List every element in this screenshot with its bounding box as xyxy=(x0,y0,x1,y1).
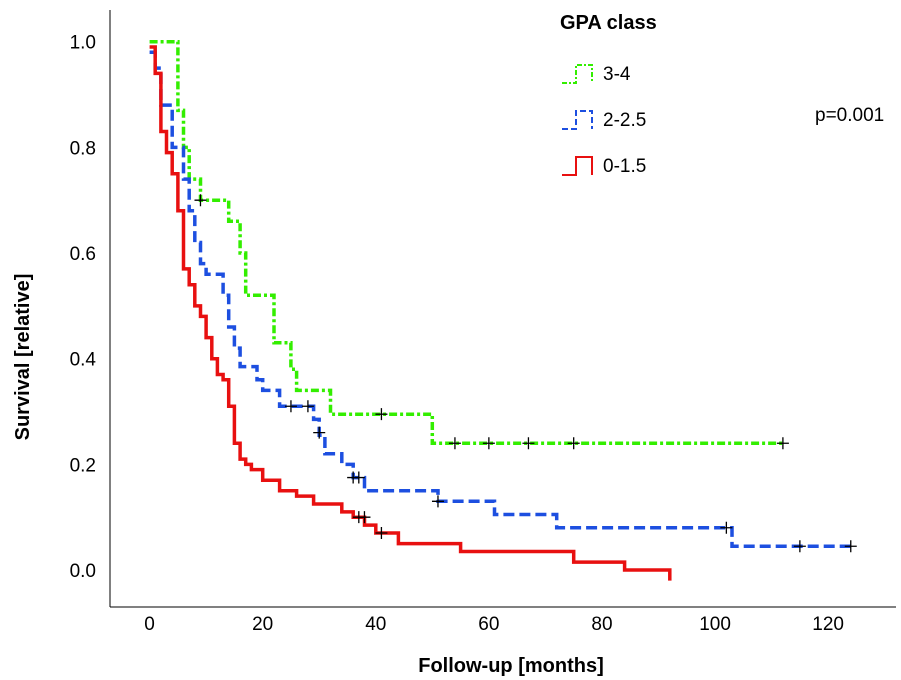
legend: GPA class 3-4 2-2.5 0-1.5 xyxy=(560,12,657,177)
series-line xyxy=(149,39,783,445)
legend-label: 3-4 xyxy=(603,64,631,85)
y-tick-label: 0.2 xyxy=(70,455,96,476)
censor-mark xyxy=(284,400,297,413)
censor-mark xyxy=(352,471,365,484)
censor-mark xyxy=(567,437,580,450)
x-tick-label: 120 xyxy=(812,614,844,635)
y-tick-label: 1.0 xyxy=(70,33,96,54)
tick-labels: 0 20 40 60 80 100 120 0.0 0.2 0.4 0.6 0.8 1.0 xyxy=(70,33,844,635)
censor-mark xyxy=(194,194,207,207)
censor-mark xyxy=(522,437,535,450)
x-tick-label: 60 xyxy=(478,614,499,635)
censor-marks xyxy=(194,194,857,553)
legend-items: 3-4 2-2.5 0-1.5 xyxy=(562,64,646,177)
series-line xyxy=(149,50,851,548)
censor-mark xyxy=(720,521,733,534)
legend-symbol xyxy=(562,156,593,176)
series-layer xyxy=(149,39,851,581)
censor-mark xyxy=(313,426,326,439)
legend-symbol xyxy=(562,110,593,130)
legend-label: 2-2.5 xyxy=(603,110,646,131)
p-value-annotation: p=0.001 xyxy=(815,105,884,126)
censor-mark xyxy=(482,437,495,450)
censor-mark xyxy=(448,437,461,450)
x-tick-label: 100 xyxy=(699,614,731,635)
legend-label: 0-1.5 xyxy=(603,156,646,177)
y-tick-label: 0.4 xyxy=(70,350,97,371)
y-tick-label: 0.0 xyxy=(70,561,96,582)
x-tick-label: 20 xyxy=(252,614,273,635)
axes xyxy=(109,10,896,608)
y-tick-label: 0.8 xyxy=(70,138,96,159)
x-tick-label: 40 xyxy=(365,614,386,635)
legend-title: GPA class xyxy=(560,12,657,34)
censor-mark xyxy=(844,540,857,553)
censor-mark xyxy=(776,437,789,450)
censor-mark xyxy=(375,408,388,421)
series-line xyxy=(149,45,672,581)
legend-symbol xyxy=(562,64,593,84)
y-tick-label: 0.6 xyxy=(70,244,96,265)
censor-mark xyxy=(375,527,388,540)
y-axis-title: Survival [relative] xyxy=(12,274,34,441)
x-tick-label: 0 xyxy=(144,614,155,635)
x-axis-title: Follow-up [months] xyxy=(418,655,604,677)
censor-mark xyxy=(358,511,371,524)
censor-mark xyxy=(793,540,806,553)
censor-mark xyxy=(301,400,314,413)
x-tick-label: 80 xyxy=(591,614,612,635)
censor-mark xyxy=(431,495,444,508)
